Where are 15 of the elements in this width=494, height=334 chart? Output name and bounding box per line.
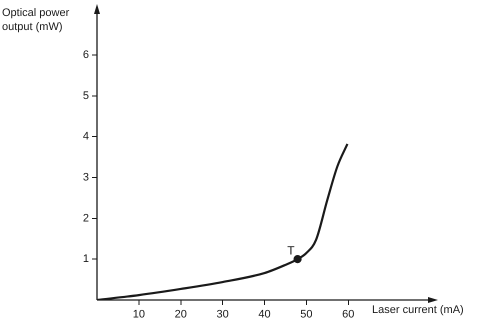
- x-tick-label: 30: [216, 308, 229, 321]
- x-tick-label: 60: [342, 308, 354, 321]
- x-axis-title: Laser current (mA): [372, 304, 464, 316]
- annotation: T: [287, 243, 296, 258]
- y-tick-label: 1: [82, 253, 89, 266]
- x-tick-label: 40: [258, 308, 271, 321]
- x-tick-label: 20: [174, 308, 187, 321]
- x-tick-label: 10: [132, 308, 145, 321]
- y-tick-label: 5: [82, 90, 89, 102]
- x-tick-label: 50: [300, 308, 312, 321]
- y-tick-label: 6: [82, 48, 89, 61]
- y-tick-label: 4: [82, 130, 89, 143]
- y-tick-label: 3: [82, 171, 89, 184]
- y-axis-title: Optical power output (mW): [2, 6, 70, 34]
- y-tick-label: 2: [82, 212, 89, 224]
